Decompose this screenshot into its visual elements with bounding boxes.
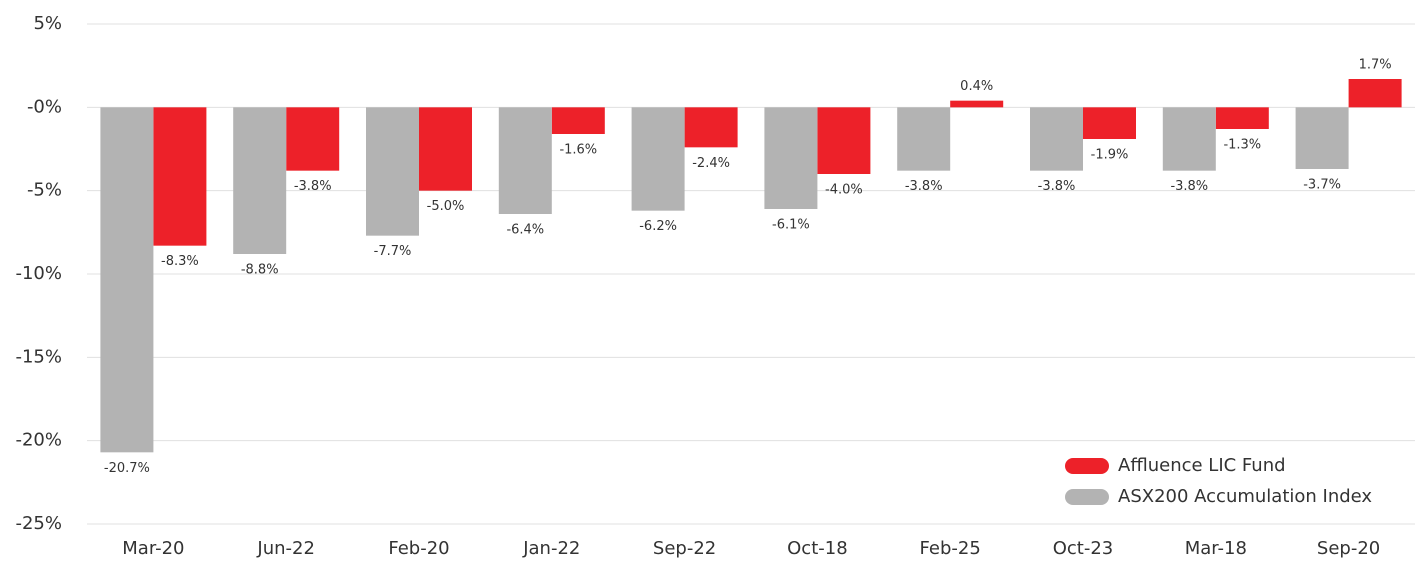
bar bbox=[1083, 107, 1136, 139]
data-label: -6.1% bbox=[772, 218, 810, 233]
data-label: -6.4% bbox=[506, 223, 544, 238]
bar bbox=[153, 107, 207, 246]
data-label: -3.8% bbox=[294, 179, 332, 194]
bar bbox=[684, 107, 738, 148]
x-tick-label: Oct-23 bbox=[1053, 538, 1114, 559]
bar bbox=[764, 107, 818, 209]
bar bbox=[897, 107, 951, 171]
data-label: -8.8% bbox=[241, 263, 279, 278]
data-label: -1.9% bbox=[1091, 148, 1129, 163]
y-tick-label: -20% bbox=[15, 430, 62, 451]
data-label: -3.8% bbox=[905, 179, 943, 194]
bar bbox=[1348, 79, 1402, 108]
data-label: -8.3% bbox=[161, 254, 199, 269]
bar bbox=[631, 107, 685, 211]
bar bbox=[1295, 107, 1349, 169]
data-label: -3.8% bbox=[1170, 179, 1208, 194]
y-tick-label: -10% bbox=[15, 263, 62, 284]
y-tick-label: -0% bbox=[27, 96, 62, 117]
data-label: -1.3% bbox=[1223, 138, 1261, 153]
bar bbox=[366, 107, 419, 236]
bar bbox=[551, 107, 605, 134]
bar bbox=[817, 107, 871, 174]
x-tick-label: Jan-22 bbox=[522, 538, 580, 559]
data-label: -2.4% bbox=[692, 156, 730, 171]
bar bbox=[1215, 107, 1269, 129]
data-label: -3.8% bbox=[1038, 179, 1076, 194]
x-tick-label: Sep-22 bbox=[653, 538, 716, 559]
y-tick-label: 5% bbox=[33, 13, 62, 34]
data-label: 0.4% bbox=[960, 79, 993, 94]
y-tick-label: -5% bbox=[27, 180, 62, 201]
bar bbox=[1030, 107, 1083, 171]
data-label: -20.7% bbox=[104, 461, 150, 476]
y-tick-label: -15% bbox=[15, 346, 62, 367]
legend-swatch bbox=[1065, 458, 1109, 474]
data-label: 1.7% bbox=[1359, 58, 1392, 73]
legend-label: ASX200 Accumulation Index bbox=[1118, 486, 1372, 507]
bar bbox=[1162, 107, 1216, 171]
bar bbox=[950, 100, 1004, 108]
data-label: -5.0% bbox=[427, 199, 465, 214]
data-label: -7.7% bbox=[374, 244, 412, 259]
legend-swatch bbox=[1065, 489, 1109, 505]
bar bbox=[286, 107, 340, 171]
bar bbox=[419, 107, 472, 191]
y-tick-label: -25% bbox=[15, 513, 62, 534]
legend-label: Affluence LIC Fund bbox=[1118, 455, 1286, 476]
x-tick-label: Mar-18 bbox=[1185, 538, 1247, 559]
data-label: -4.0% bbox=[825, 183, 863, 198]
x-tick-label: Mar-20 bbox=[122, 538, 184, 559]
x-tick-label: Feb-20 bbox=[388, 538, 449, 559]
data-label: -1.6% bbox=[559, 143, 597, 158]
x-tick-label: Sep-20 bbox=[1317, 538, 1380, 559]
bar bbox=[233, 107, 287, 254]
bar bbox=[498, 107, 552, 214]
bar bbox=[100, 107, 154, 453]
x-tick-label: Oct-18 bbox=[787, 538, 848, 559]
x-tick-label: Feb-25 bbox=[920, 538, 981, 559]
data-label: -3.7% bbox=[1303, 178, 1341, 193]
data-label: -6.2% bbox=[639, 219, 677, 234]
x-tick-label: Jun-22 bbox=[256, 538, 315, 559]
